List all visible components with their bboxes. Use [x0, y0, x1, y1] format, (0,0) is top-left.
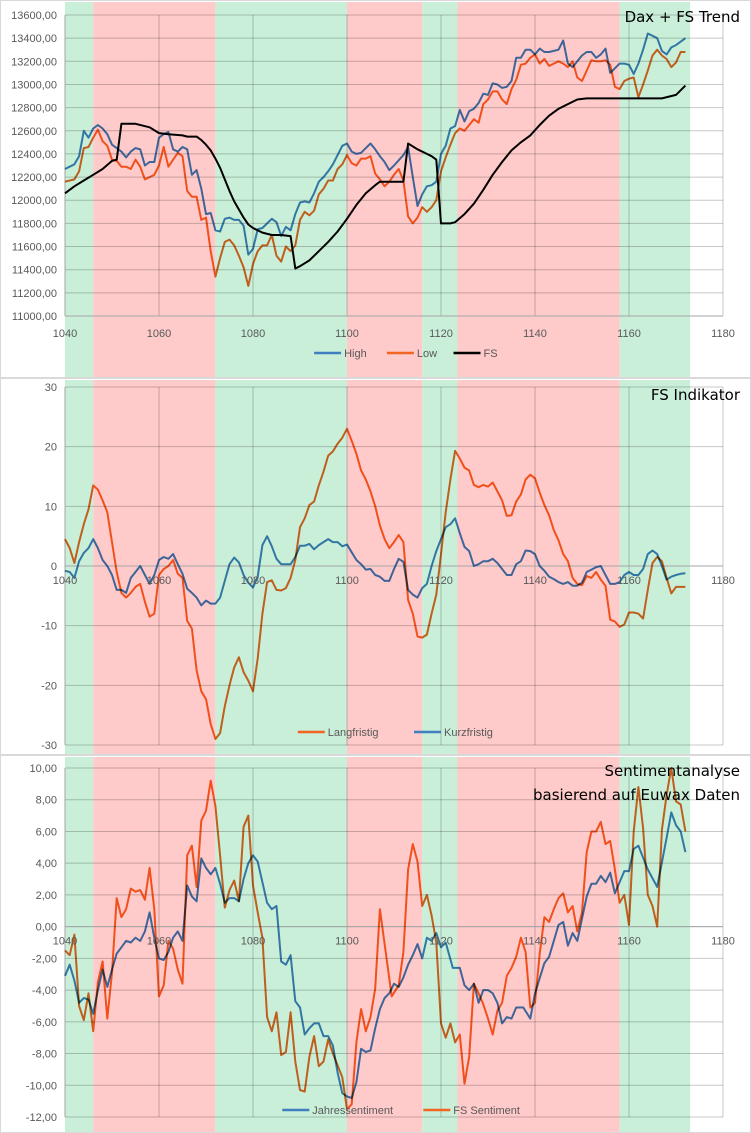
y-tick-label: 10	[45, 501, 57, 513]
y-tick-label: 20	[45, 442, 57, 454]
x-tick-label: 1060	[147, 328, 171, 340]
y-tick-label: 4,00	[36, 858, 57, 870]
y-tick-label: 13000,00	[11, 79, 57, 91]
legend-label: FS Sentiment	[453, 1105, 520, 1117]
series-line-high	[64, 32, 686, 256]
x-tick-label: 1160	[617, 936, 641, 948]
chart-panel-3: -12,00 -10,00 -8,00 -6,00 -4,00 -2,00 0,00 2,00…	[0, 755, 751, 1133]
series-line-fs	[64, 84, 687, 270]
x-tick-label: 1120	[429, 575, 453, 587]
band-green	[619, 2, 691, 377]
y-tick-label: 12400,00	[11, 149, 57, 161]
x-tick-label: 1180	[711, 575, 735, 587]
band-green	[65, 380, 94, 754]
series-line-low	[64, 48, 686, 287]
band-green	[215, 757, 347, 1132]
y-tick-label: 11400,00	[12, 265, 57, 277]
legend: High Low FS	[314, 348, 498, 360]
legend-label: Low	[417, 348, 437, 360]
x-tick-label: 1080	[241, 328, 265, 340]
y-tick-label: -10	[41, 621, 57, 633]
band-green	[215, 380, 347, 754]
series-line-jahressentiment	[64, 811, 687, 1099]
y-tick-label: 13600,00	[11, 10, 57, 22]
x-tick-label: 1120	[429, 328, 453, 340]
y-tick-label: -2,00	[32, 953, 57, 965]
chart-title: FS Indikator	[651, 386, 741, 404]
series-line-kurzfristig	[64, 517, 686, 607]
chart-panel-2: -30 -20 -10 0 10 20 30 1040 1060 1080 1100 1120 1140…	[0, 378, 751, 755]
chart-title: Sentimentanalyse	[604, 762, 740, 780]
x-tick-label: 1040	[53, 936, 77, 948]
chart-title: Dax + FS Trend	[625, 8, 740, 26]
band-red	[93, 2, 216, 377]
band-red	[347, 380, 423, 754]
chart-panel-1: 11000,00 11200,00 11400,00 11600,00 11800,00…	[0, 0, 751, 378]
x-tick-label: 1060	[147, 936, 171, 948]
x-tick-label: 1140	[523, 328, 547, 340]
band-red	[347, 2, 423, 377]
y-tick-label: 13200,00	[11, 56, 57, 68]
x-tick-label: 1160	[617, 575, 641, 587]
y-tick-label: -20	[41, 680, 57, 692]
y-tick-label: 12600,00	[11, 126, 57, 138]
band-green	[422, 2, 458, 377]
band-red	[457, 380, 620, 754]
x-tick-label: 1160	[617, 328, 641, 340]
x-tick-label: 1100	[335, 936, 359, 948]
x-tick-label: 1180	[711, 328, 735, 340]
x-tick-label: 1120	[429, 936, 453, 948]
x-tick-label: 1140	[523, 936, 547, 948]
band-green	[215, 2, 347, 377]
legend-label: Langfristig	[328, 727, 379, 739]
y-tick-label: -30	[41, 740, 57, 752]
chart-title: basierend auf Euwax Daten	[533, 786, 740, 804]
legend: Jahressentiment FS Sentiment	[282, 1105, 520, 1117]
band-red	[457, 757, 620, 1132]
y-tick-label: 11800,00	[12, 218, 57, 230]
y-tick-label: 2,00	[36, 890, 57, 902]
x-tick-label: 1080	[241, 575, 265, 587]
legend-label: Jahressentiment	[312, 1105, 393, 1117]
y-tick-label: -10,00	[26, 1080, 57, 1092]
y-tick-label: 12200,00	[11, 172, 57, 184]
y-tick-label: 11600,00	[12, 242, 57, 254]
y-tick-label: -12,00	[26, 1112, 57, 1124]
x-tick-label: 1140	[523, 575, 547, 587]
band-green	[65, 757, 94, 1132]
x-tick-label: 1100	[335, 328, 359, 340]
x-tick-label: 1100	[335, 575, 359, 587]
y-tick-label: 0	[51, 561, 57, 573]
y-tick-label: 6,00	[36, 826, 57, 838]
band-green	[619, 757, 691, 1132]
series-line-fs-sentiment	[64, 767, 687, 1111]
y-tick-label: -4,00	[32, 985, 57, 997]
y-tick-label: -8,00	[32, 1049, 57, 1061]
x-tick-label: 1060	[147, 575, 171, 587]
y-tick-label: 11000,00	[12, 311, 57, 323]
x-tick-label: 1180	[711, 936, 735, 948]
y-tick-label: 12000,00	[11, 195, 57, 207]
y-tick-label: 11200,00	[12, 288, 57, 300]
y-tick-label: -6,00	[32, 1017, 57, 1029]
legend-label: FS	[484, 348, 498, 360]
y-tick-label: 30	[45, 382, 57, 394]
y-tick-label: 8,00	[36, 795, 57, 807]
y-tick-label: 12800,00	[11, 103, 57, 115]
y-tick-label: 10,00	[29, 763, 57, 775]
y-tick-label: 0,00	[36, 922, 57, 934]
band-red	[93, 380, 216, 754]
legend-label: High	[344, 348, 367, 360]
x-tick-label: 1040	[53, 575, 77, 587]
legend: Langfristig Kurzfristig	[297, 727, 493, 739]
x-tick-label: 1040	[53, 328, 77, 340]
band-green	[619, 380, 691, 754]
x-tick-label: 1080	[241, 936, 265, 948]
y-tick-label: 13400,00	[11, 33, 57, 45]
legend-label: Kurzfristig	[444, 727, 493, 739]
